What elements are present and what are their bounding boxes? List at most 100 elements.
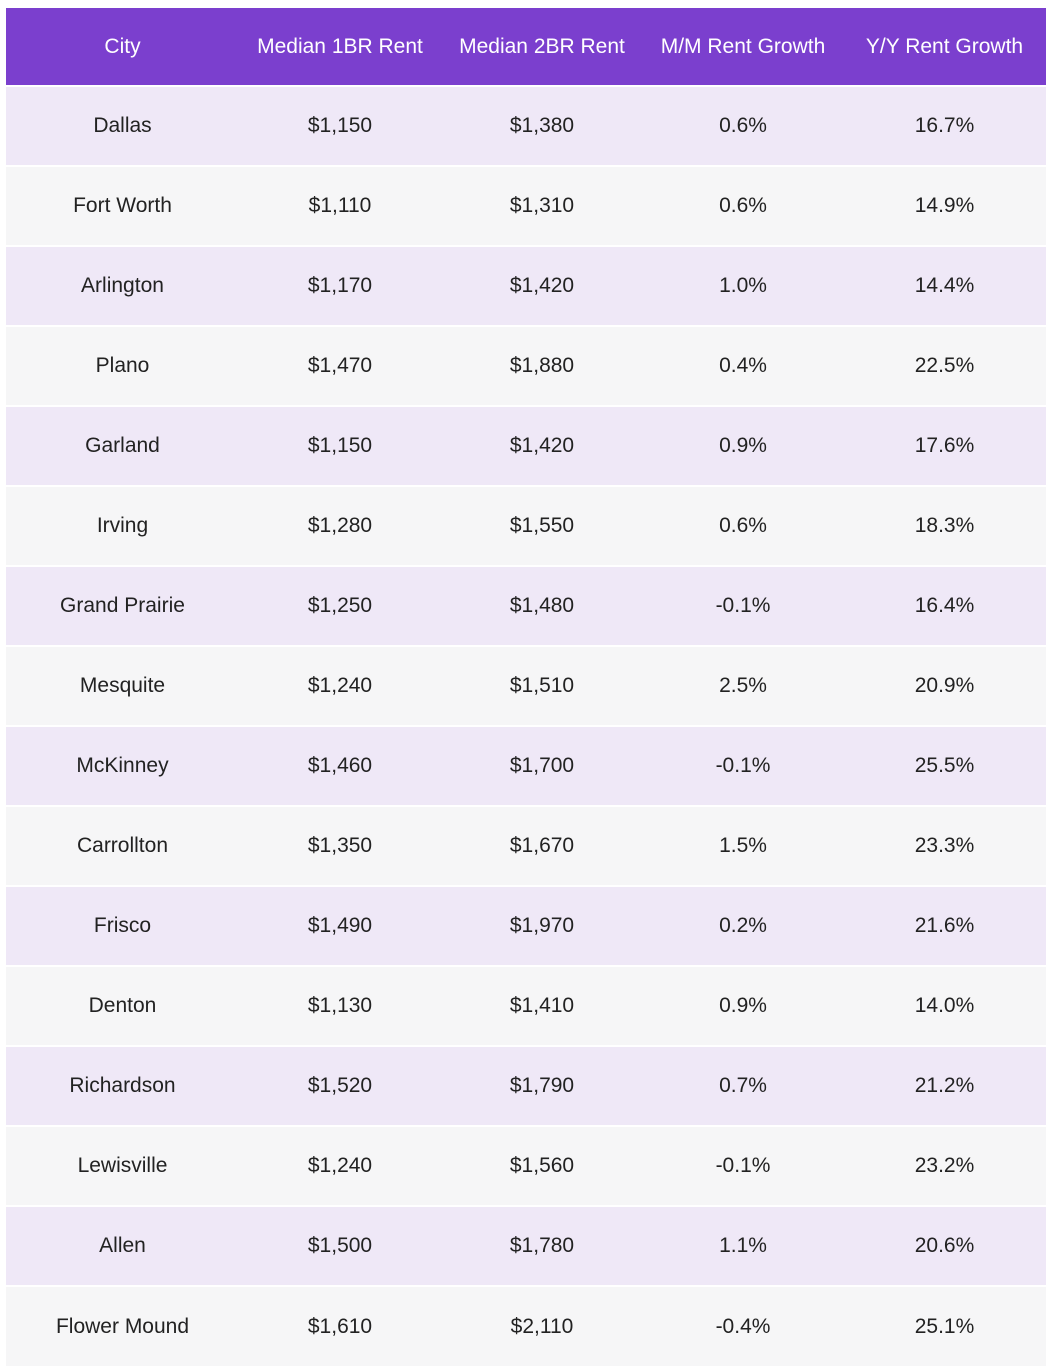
cell-yy-rent-growth: 21.6% (914, 914, 975, 937)
cell-city: Grand Prairie (60, 594, 185, 617)
header-mm-rent-growth: M/M Rent Growth (660, 34, 826, 58)
cell-yy-rent-growth: 14.9% (914, 194, 975, 217)
cell-median-1br-rent: $1,130 (307, 994, 373, 1017)
cell-city: Arlington (81, 274, 164, 297)
cell-median-2br-rent: $1,410 (509, 994, 575, 1017)
cell-median-2br-rent: $1,420 (509, 434, 575, 457)
cell-median-1br-rent: $1,610 (307, 1314, 373, 1338)
cell-mm-rent-growth: 1.1% (719, 1234, 767, 1257)
table-row: Grand Prairie $1,250 $1,480 -0.1% 16.4% (6, 566, 1046, 646)
cell-yy-rent-growth: 23.2% (914, 1154, 975, 1177)
cell-median-2br-rent: $1,970 (509, 914, 575, 937)
table-row: Richardson $1,520 $1,790 0.7% 21.2% (6, 1046, 1046, 1126)
cell-median-1br-rent: $1,250 (307, 594, 373, 617)
cell-mm-rent-growth: 0.6% (719, 114, 767, 137)
cell-median-2br-rent: $1,670 (509, 834, 575, 857)
header-city: City (104, 34, 141, 58)
cell-mm-rent-growth: 0.4% (719, 354, 767, 377)
cell-mm-rent-growth: -0.1% (715, 594, 771, 617)
cell-mm-rent-growth: 0.7% (719, 1074, 767, 1097)
table-row: Denton $1,130 $1,410 0.9% 14.0% (6, 966, 1046, 1046)
cell-yy-rent-growth: 20.6% (914, 1234, 975, 1257)
cell-mm-rent-growth: -0.1% (715, 1154, 771, 1177)
cell-median-2br-rent: $1,550 (509, 514, 575, 537)
cell-median-2br-rent: $1,880 (509, 354, 575, 377)
cell-median-1br-rent: $1,490 (307, 914, 373, 937)
cell-median-2br-rent: $1,700 (509, 754, 575, 777)
cell-median-1br-rent: $1,150 (307, 434, 373, 457)
cell-city: Garland (85, 434, 160, 457)
table-row: McKinney $1,460 $1,700 -0.1% 25.5% (6, 726, 1046, 806)
cell-city: Fort Worth (73, 194, 172, 217)
cell-mm-rent-growth: 1.5% (719, 834, 767, 857)
cell-median-1br-rent: $1,470 (307, 354, 373, 377)
cell-city: Allen (99, 1234, 146, 1257)
cell-city: Lewisville (77, 1154, 168, 1177)
cell-yy-rent-growth: 25.1% (914, 1314, 975, 1338)
table-row: Mesquite $1,240 $1,510 2.5% 20.9% (6, 646, 1046, 726)
table-row: Allen $1,500 $1,780 1.1% 20.6% (6, 1206, 1046, 1286)
cell-median-1br-rent: $1,280 (307, 514, 373, 537)
cell-median-1br-rent: $1,460 (307, 754, 373, 777)
cell-median-1br-rent: $1,170 (307, 274, 373, 297)
cell-city: Carrollton (76, 834, 169, 857)
cell-city: Denton (88, 994, 157, 1017)
table-row: Irving $1,280 $1,550 0.6% 18.3% (6, 486, 1046, 566)
header-median-1br-rent: Median 1BR Rent (257, 34, 423, 58)
cell-median-1br-rent: $1,150 (307, 114, 373, 137)
cell-yy-rent-growth: 18.3% (914, 514, 975, 537)
cell-city: Frisco (93, 914, 152, 937)
cell-yy-rent-growth: 21.2% (914, 1074, 975, 1097)
cell-median-1br-rent: $1,110 (308, 194, 372, 217)
table-row: Lewisville $1,240 $1,560 -0.1% 23.2% (6, 1126, 1046, 1206)
cell-median-2br-rent: $1,480 (509, 594, 575, 617)
cell-median-2br-rent: $1,780 (509, 1234, 575, 1257)
table-row: Carrollton $1,350 $1,670 1.5% 23.3% (6, 806, 1046, 886)
cell-median-1br-rent: $1,500 (307, 1234, 373, 1257)
cell-city: Irving (96, 514, 149, 537)
cell-city: McKinney (76, 754, 169, 777)
header-yy-rent-growth: Y/Y Rent Growth (865, 34, 1024, 58)
cell-yy-rent-growth: 14.4% (914, 274, 975, 297)
cell-yy-rent-growth: 25.5% (914, 754, 975, 777)
rent-table-container: City Median 1BR Rent Median 2BR Rent M/M… (6, 8, 1046, 1366)
cell-yy-rent-growth: 22.5% (914, 354, 975, 377)
rent-table: City Median 1BR Rent Median 2BR Rent M/M… (6, 8, 1046, 1366)
table-row: Garland $1,150 $1,420 0.9% 17.6% (6, 406, 1046, 486)
cell-median-2br-rent: $1,560 (509, 1154, 575, 1177)
cell-yy-rent-growth: 16.7% (914, 114, 975, 137)
table-row: Plano $1,470 $1,880 0.4% 22.5% (6, 326, 1046, 406)
cell-median-1br-rent: $1,520 (307, 1074, 373, 1097)
table-row: Arlington $1,170 $1,420 1.0% 14.4% (6, 246, 1046, 326)
header-row: City Median 1BR Rent Median 2BR Rent M/M… (6, 8, 1046, 86)
cell-city: Mesquite (79, 674, 166, 697)
cell-city: Richardson (69, 1074, 176, 1097)
table-header: City Median 1BR Rent Median 2BR Rent M/M… (6, 8, 1046, 86)
cell-mm-rent-growth: -0.4% (715, 1314, 771, 1338)
cell-mm-rent-growth: 0.9% (719, 434, 767, 457)
table-row: Fort Worth $1,110 $1,310 0.6% 14.9% (6, 166, 1046, 246)
cell-median-1br-rent: $1,350 (307, 834, 373, 857)
cell-city: Plano (95, 354, 150, 377)
cell-median-2br-rent: $1,790 (509, 1074, 575, 1097)
cell-yy-rent-growth: 17.6% (914, 434, 975, 457)
cell-median-2br-rent: $1,380 (509, 114, 575, 137)
cell-mm-rent-growth: 0.6% (719, 194, 767, 217)
table-row: Frisco $1,490 $1,970 0.2% 21.6% (6, 886, 1046, 966)
cell-yy-rent-growth: 20.9% (914, 674, 975, 697)
cell-city: Dallas (93, 114, 152, 137)
cell-yy-rent-growth: 16.4% (914, 594, 975, 617)
cell-city: Flower Mound (55, 1314, 190, 1338)
cell-median-2br-rent: $1,420 (509, 274, 575, 297)
header-median-2br-rent: Median 2BR Rent (459, 34, 625, 58)
cell-mm-rent-growth: 0.9% (719, 994, 767, 1017)
cell-mm-rent-growth: -0.1% (715, 754, 771, 777)
cell-mm-rent-growth: 2.5% (719, 674, 767, 697)
table-row: Flower Mound $1,610 $2,110 -0.4% 25.1% (6, 1286, 1046, 1366)
cell-mm-rent-growth: 0.2% (719, 914, 767, 937)
cell-median-2br-rent: $1,310 (509, 194, 575, 217)
cell-median-2br-rent: $1,510 (509, 674, 575, 697)
cell-median-1br-rent: $1,240 (307, 674, 373, 697)
table-row: Dallas $1,150 $1,380 0.6% 16.7% (6, 86, 1046, 166)
cell-yy-rent-growth: 14.0% (914, 994, 975, 1017)
